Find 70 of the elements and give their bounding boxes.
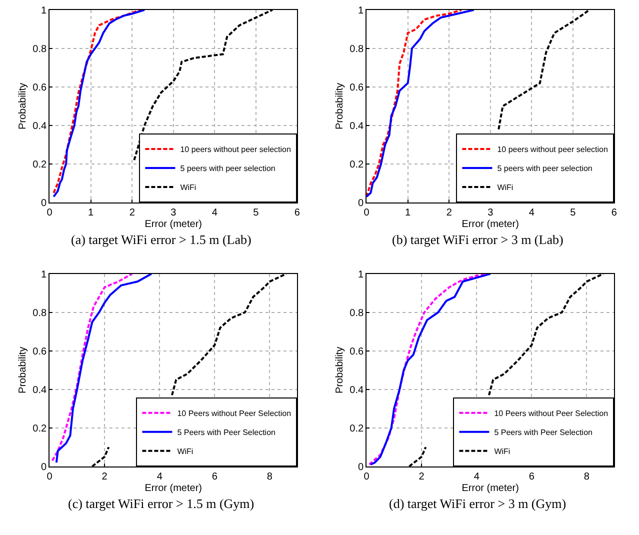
legend-label: 10 peers without peer selection	[180, 145, 291, 154]
y-tick-label: 0.6	[32, 346, 47, 358]
y-tick-label: 0	[40, 462, 47, 473]
legend-label: 10 peers without peer selection	[497, 145, 608, 154]
y-tick-label: 1	[40, 269, 47, 280]
x-tick-label: 8	[584, 471, 590, 482]
y-tick-label: 1	[358, 269, 364, 280]
legend-label: 5 peers with peer selection	[180, 164, 276, 174]
x-tick-label: 4	[474, 471, 480, 482]
line-series	[55, 274, 152, 464]
x-tick-label: 4	[212, 207, 218, 218]
y-tick-label: 0.2	[32, 423, 47, 434]
y-tick-label: 0.2	[350, 423, 364, 434]
legend-label: 10 Peers without Peer Selection	[177, 409, 292, 418]
legend-label: 5 Peers with Peer Selection	[177, 428, 276, 438]
line-series	[51, 274, 134, 462]
y-axis-title: Probability	[18, 346, 29, 394]
x-tick-label: 8	[266, 471, 273, 482]
legend-label: WiFi	[177, 447, 194, 456]
y-tick-label: 0	[40, 198, 47, 209]
x-tick-label: 2	[129, 207, 136, 218]
x-tick-label: 1	[88, 207, 94, 218]
y-tick-label: 0.4	[350, 384, 364, 396]
y-axis-title: Probability	[18, 82, 29, 130]
x-tick-label: 4	[528, 207, 535, 218]
y-tick-label: 0	[358, 198, 364, 209]
y-axis-title: Probability	[334, 82, 346, 130]
x-tick-label: 2	[446, 207, 452, 218]
x-tick-label: 4	[156, 471, 163, 482]
x-axis-title: Error (meter)	[462, 482, 519, 494]
x-tick-label: 6	[611, 207, 618, 218]
y-axis-title: Probability	[334, 346, 346, 394]
y-tick-label: 0.8	[350, 44, 364, 55]
x-tick-label: 6	[212, 471, 218, 482]
y-tick-label: 0.4	[32, 384, 47, 396]
legend-label: 10 Peers without Peer Selection	[494, 409, 608, 418]
y-tick-label: 1	[358, 5, 364, 16]
x-axis-title: Error (meter)	[144, 482, 202, 494]
y-tick-label: 0.8	[32, 308, 47, 319]
x-tick-label: 2	[418, 471, 425, 482]
x-tick-label: 6	[294, 207, 300, 218]
y-tick-label: 0.4	[350, 120, 364, 132]
y-tick-label: 0.4	[32, 120, 47, 132]
x-axis-title: Error (meter)	[462, 218, 519, 230]
y-tick-label: 0.6	[350, 82, 364, 94]
y-tick-label: 0.6	[350, 346, 364, 358]
x-tick-label: 5	[253, 207, 260, 218]
x-tick-label: 3	[170, 207, 177, 218]
y-tick-label: 0.8	[350, 308, 364, 319]
y-tick-label: 0.6	[32, 82, 47, 94]
x-axis-title: Error (meter)	[144, 218, 202, 230]
x-tick-label: 2	[102, 471, 108, 482]
y-tick-label: 0.2	[350, 159, 364, 170]
y-tick-label: 0	[358, 462, 364, 473]
y-tick-label: 0.2	[32, 159, 47, 170]
legend-label: 5 Peers with Peer Selection	[494, 428, 592, 438]
legend-label: WiFi	[180, 183, 196, 192]
legend-label: 5 peers with peer selection	[497, 164, 592, 174]
text: (a) target WiFi error > 1.5 m (Lab)	[71, 232, 252, 247]
text: (b) target WiFi error > 3 m (Lab)	[392, 232, 564, 247]
legend-label: WiFi	[494, 447, 510, 456]
y-tick-label: 0.8	[32, 44, 47, 55]
x-tick-label: 6	[528, 471, 535, 482]
x-tick-label: 1	[405, 207, 412, 218]
text: (d) target WiFi error > 3 m (Gym)	[389, 496, 566, 511]
text: (c) target WiFi error > 1.5 m (Gym)	[68, 496, 254, 511]
x-tick-label: 5	[570, 207, 576, 218]
y-tick-label: 1	[40, 5, 47, 16]
x-tick-label: 3	[488, 207, 494, 218]
legend-label: WiFi	[497, 183, 514, 192]
